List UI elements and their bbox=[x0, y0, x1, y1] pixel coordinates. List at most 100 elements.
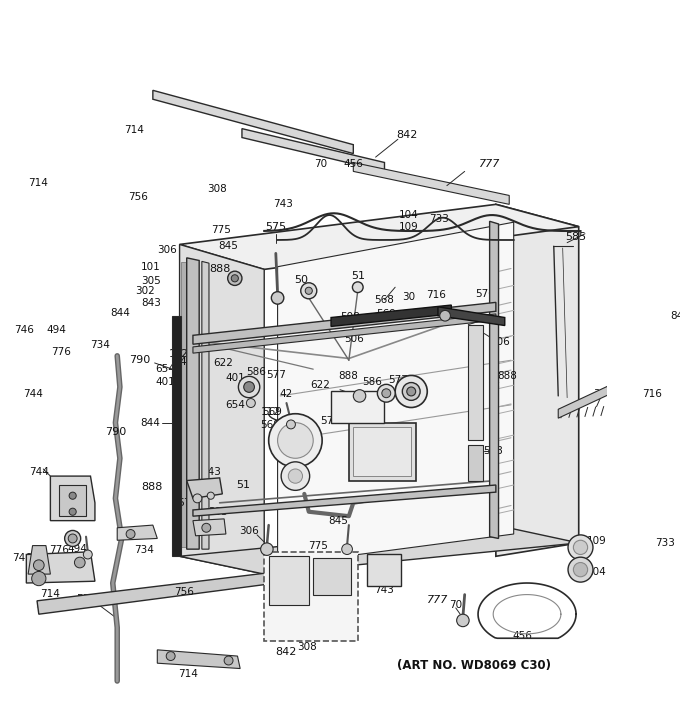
Text: 733: 733 bbox=[656, 538, 675, 548]
Polygon shape bbox=[157, 650, 240, 668]
Polygon shape bbox=[438, 307, 505, 326]
Text: 401: 401 bbox=[225, 373, 245, 383]
Circle shape bbox=[354, 389, 366, 402]
Text: 570: 570 bbox=[320, 416, 340, 426]
Text: 746: 746 bbox=[14, 325, 34, 334]
Circle shape bbox=[166, 652, 175, 660]
Text: 456: 456 bbox=[343, 160, 363, 169]
Text: 843: 843 bbox=[141, 298, 161, 308]
Text: 305: 305 bbox=[208, 507, 228, 517]
Bar bbox=[331, 392, 384, 423]
Circle shape bbox=[68, 534, 77, 543]
Text: 50: 50 bbox=[205, 483, 218, 493]
Text: 888: 888 bbox=[209, 265, 231, 274]
Text: 508: 508 bbox=[340, 312, 360, 322]
Text: 104: 104 bbox=[587, 568, 607, 577]
Text: 743: 743 bbox=[273, 199, 293, 209]
Circle shape bbox=[573, 563, 588, 577]
Text: 112: 112 bbox=[260, 407, 280, 417]
Bar bbox=[354, 427, 411, 476]
Circle shape bbox=[382, 389, 391, 398]
Circle shape bbox=[69, 492, 76, 500]
Text: 714: 714 bbox=[40, 589, 61, 599]
Circle shape bbox=[269, 414, 322, 467]
Bar bbox=[265, 552, 358, 641]
Text: 30: 30 bbox=[403, 292, 415, 302]
Bar bbox=[173, 315, 182, 556]
Text: 570: 570 bbox=[475, 289, 495, 299]
Text: 714: 714 bbox=[29, 178, 48, 188]
Text: 575: 575 bbox=[177, 498, 199, 508]
Circle shape bbox=[65, 531, 81, 547]
Circle shape bbox=[457, 614, 469, 626]
Text: 743: 743 bbox=[375, 585, 394, 595]
Polygon shape bbox=[202, 262, 209, 549]
Text: 569: 569 bbox=[376, 309, 396, 319]
Text: 776: 776 bbox=[50, 545, 69, 555]
Text: 844: 844 bbox=[670, 311, 680, 320]
Bar bbox=[269, 556, 309, 605]
Text: 576: 576 bbox=[76, 594, 97, 604]
Circle shape bbox=[271, 291, 284, 304]
Text: 654: 654 bbox=[156, 364, 175, 374]
Polygon shape bbox=[187, 258, 199, 549]
Circle shape bbox=[207, 492, 214, 500]
Text: 744: 744 bbox=[29, 467, 49, 476]
Text: 569: 569 bbox=[262, 407, 282, 417]
Polygon shape bbox=[180, 244, 265, 574]
Circle shape bbox=[407, 387, 415, 396]
Text: 888: 888 bbox=[498, 371, 517, 381]
Text: 622: 622 bbox=[214, 358, 233, 368]
Circle shape bbox=[277, 423, 313, 458]
Text: 585: 585 bbox=[566, 232, 587, 242]
Polygon shape bbox=[37, 566, 331, 614]
Bar bbox=[636, 358, 647, 439]
Text: 845: 845 bbox=[328, 515, 348, 526]
Text: 568: 568 bbox=[375, 294, 394, 304]
Text: 494: 494 bbox=[67, 544, 87, 554]
Text: 306: 306 bbox=[158, 245, 177, 255]
Text: 494: 494 bbox=[47, 325, 67, 334]
Circle shape bbox=[202, 523, 211, 532]
Circle shape bbox=[239, 376, 260, 398]
Text: 70: 70 bbox=[314, 160, 327, 169]
Text: 842: 842 bbox=[275, 647, 297, 657]
Text: 734: 734 bbox=[90, 340, 110, 350]
Text: 654: 654 bbox=[225, 399, 245, 410]
Circle shape bbox=[281, 462, 309, 490]
Bar bbox=[182, 262, 186, 547]
Polygon shape bbox=[193, 485, 496, 516]
Text: 777: 777 bbox=[427, 595, 448, 605]
Text: 756: 756 bbox=[174, 587, 194, 597]
Polygon shape bbox=[496, 204, 579, 556]
Text: 456: 456 bbox=[513, 631, 532, 642]
Circle shape bbox=[301, 283, 317, 299]
Polygon shape bbox=[277, 222, 513, 566]
Circle shape bbox=[568, 535, 593, 560]
Text: 306: 306 bbox=[239, 526, 259, 536]
Text: 577: 577 bbox=[267, 370, 286, 380]
Text: 734: 734 bbox=[134, 545, 154, 555]
Bar bbox=[59, 485, 86, 516]
Circle shape bbox=[305, 287, 312, 294]
Text: 844: 844 bbox=[430, 310, 450, 320]
Text: 302: 302 bbox=[135, 286, 155, 297]
Polygon shape bbox=[354, 162, 509, 204]
Circle shape bbox=[69, 508, 76, 515]
Polygon shape bbox=[50, 476, 95, 521]
Text: 775: 775 bbox=[211, 225, 231, 235]
Bar bbox=[367, 555, 401, 586]
Bar bbox=[653, 222, 659, 534]
Text: 50: 50 bbox=[294, 275, 308, 285]
Text: 714: 714 bbox=[124, 125, 144, 135]
Circle shape bbox=[395, 376, 427, 407]
Polygon shape bbox=[187, 478, 222, 498]
Text: 790: 790 bbox=[105, 426, 126, 436]
Text: 51: 51 bbox=[236, 480, 250, 490]
Text: 401: 401 bbox=[156, 377, 175, 387]
Text: 888: 888 bbox=[339, 371, 358, 381]
Text: 842: 842 bbox=[396, 130, 418, 140]
Text: 716: 716 bbox=[642, 389, 662, 399]
Text: 30: 30 bbox=[594, 389, 607, 399]
Text: 302: 302 bbox=[192, 480, 211, 490]
